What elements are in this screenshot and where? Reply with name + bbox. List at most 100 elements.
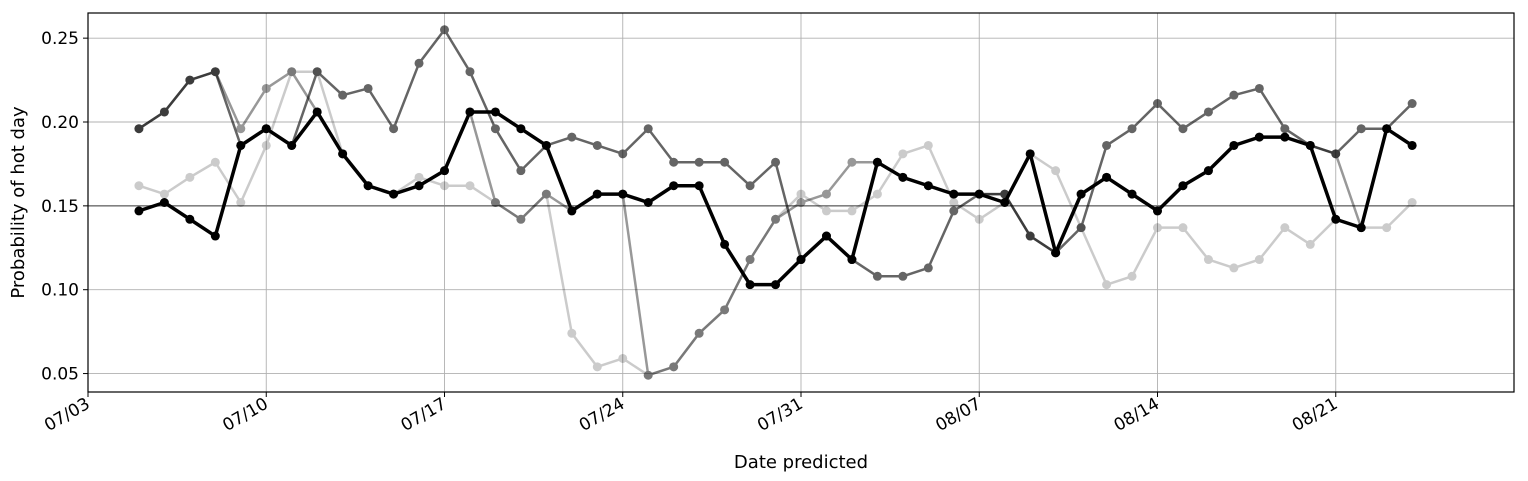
series-3-point	[465, 67, 475, 77]
series-3-point	[1331, 149, 1341, 159]
series-1-point	[720, 305, 730, 315]
series-3-point	[490, 124, 500, 134]
y-tick-label: 0.15	[41, 197, 79, 217]
series-1-point	[541, 189, 551, 199]
series-4-point	[312, 107, 322, 117]
series-4-point	[287, 140, 297, 150]
series-3-point	[1025, 231, 1035, 241]
series-4-point	[1000, 198, 1010, 207]
series-3-point	[338, 90, 348, 100]
series-4-point	[872, 157, 882, 167]
series-3-point	[1407, 99, 1417, 109]
series-4-point	[1331, 214, 1341, 224]
y-axis-title: Probability of hot day	[8, 106, 29, 299]
series-2-point	[745, 255, 755, 265]
series-1-point	[261, 140, 271, 150]
series-3-point	[923, 263, 933, 273]
series-4-point	[185, 214, 195, 224]
series-4-point	[923, 181, 933, 191]
x-tick-label: 08/21	[1289, 394, 1341, 436]
series-2	[134, 67, 1417, 380]
x-tick-label: 08/07	[932, 394, 984, 436]
series-1-point	[771, 214, 781, 224]
series-3-point	[363, 83, 373, 93]
series-3-point	[159, 107, 169, 117]
series-4-point	[338, 149, 348, 159]
y-tick-label: 0.25	[41, 29, 79, 49]
x-tick-label: 07/10	[219, 394, 271, 436]
y-axis-ticks: 0.05 0.10 0.15 0.20 0.25	[41, 29, 88, 385]
series-3-point	[669, 157, 679, 167]
x-tick-label: 07/17	[398, 394, 450, 436]
series-4-point	[516, 124, 526, 134]
series-4-point	[389, 189, 399, 199]
series-1-point	[516, 214, 526, 224]
series-4-point	[261, 124, 271, 134]
series-1-point	[821, 206, 831, 216]
series-4-point	[720, 239, 730, 249]
y-tick-label: 0.20	[41, 113, 79, 133]
series-3-point	[592, 140, 602, 150]
series-2-point	[236, 124, 246, 134]
series-1-point	[287, 67, 297, 77]
x-tick-label: 07/03	[41, 394, 93, 436]
series-3-point	[720, 157, 730, 167]
series-1-point	[1102, 280, 1112, 290]
series-3-point	[694, 157, 704, 167]
series-1-point	[898, 149, 908, 159]
series-3-point	[1254, 83, 1264, 93]
series-4-point	[1254, 132, 1264, 142]
series-3-point	[185, 75, 195, 85]
series-4-point	[440, 166, 449, 176]
series-4-point	[1025, 149, 1035, 159]
series-1-point	[1153, 223, 1162, 233]
series-1-point	[643, 370, 653, 380]
series-1-point	[1305, 239, 1315, 249]
series-4-point	[134, 206, 144, 216]
series-2-point	[669, 362, 679, 372]
series-3-point	[1153, 99, 1162, 109]
series-2-point	[287, 67, 297, 77]
series-1-point	[745, 255, 755, 265]
series-4-point	[1356, 223, 1366, 233]
series-3	[134, 25, 1417, 281]
series-2-point	[796, 198, 806, 207]
series-2-point	[261, 83, 271, 93]
series-1-point	[1229, 263, 1239, 273]
series-1-point	[974, 214, 984, 224]
series-1-point	[1407, 198, 1417, 207]
series-4-point	[669, 181, 679, 191]
series-2-point	[771, 214, 781, 224]
series-4-point	[236, 140, 246, 150]
series-3-point	[1356, 124, 1366, 134]
series-4-point	[745, 280, 755, 290]
series-4-point	[821, 231, 831, 241]
series-4-point	[1076, 189, 1086, 199]
series-3-point	[312, 67, 322, 77]
series-4-point	[643, 198, 653, 207]
series-1-point	[440, 181, 449, 191]
series-4-point	[694, 181, 704, 191]
series-4-point	[1102, 172, 1112, 182]
series-3-point	[1280, 124, 1290, 134]
series-4-point	[363, 181, 373, 191]
series-2-point	[516, 214, 526, 224]
series-3-point	[949, 206, 959, 216]
series-4-point	[1305, 140, 1315, 150]
series-3-point	[643, 124, 653, 134]
series-1-point	[1178, 223, 1188, 233]
series-4-point	[796, 255, 806, 265]
series-4-point	[1203, 166, 1213, 176]
series-1-point	[949, 198, 959, 207]
series-group	[134, 25, 1417, 380]
series-2-point	[643, 370, 653, 380]
series-3-point	[872, 271, 882, 281]
series-1-point	[1280, 223, 1290, 233]
series-3-point	[1178, 124, 1188, 134]
series-4-point	[949, 189, 959, 199]
series-3-point	[745, 181, 755, 191]
series-4-point	[1280, 132, 1290, 142]
series-4-point	[1153, 206, 1162, 216]
series-4-line	[138, 110, 1414, 287]
